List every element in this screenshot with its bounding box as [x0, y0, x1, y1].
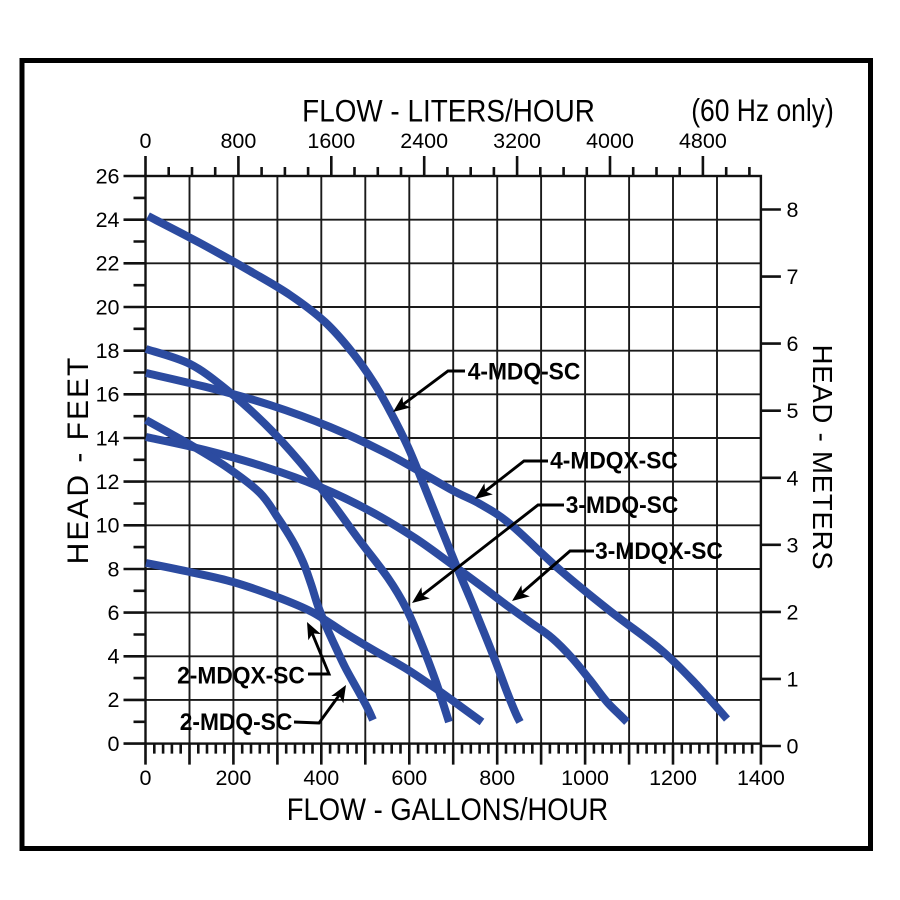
svg-text:2400: 2400: [400, 129, 448, 153]
svg-text:1600: 1600: [307, 129, 355, 153]
svg-text:12: 12: [96, 470, 120, 494]
svg-text:2: 2: [787, 600, 799, 624]
svg-text:20: 20: [96, 295, 120, 319]
svg-text:600: 600: [391, 766, 427, 790]
svg-text:3200: 3200: [493, 129, 541, 153]
svg-text:200: 200: [215, 766, 251, 790]
svg-text:400: 400: [303, 766, 339, 790]
svg-text:24: 24: [96, 208, 120, 232]
svg-text:8: 8: [787, 198, 799, 222]
svg-text:0: 0: [140, 766, 152, 790]
svg-text:2-MDQ-SC: 2-MDQ-SC: [180, 709, 293, 736]
svg-text:0: 0: [108, 732, 120, 756]
svg-text:800: 800: [479, 766, 515, 790]
svg-text:1: 1: [787, 667, 799, 691]
svg-text:22: 22: [96, 252, 120, 276]
svg-text:2: 2: [108, 688, 120, 712]
svg-text:3-MDQX-SC: 3-MDQX-SC: [595, 538, 723, 565]
svg-text:1000: 1000: [561, 766, 609, 790]
svg-text:800: 800: [220, 129, 256, 153]
svg-text:4-MDQ-SC: 4-MDQ-SC: [468, 359, 581, 386]
svg-text:2-MDQX-SC: 2-MDQX-SC: [177, 663, 305, 690]
svg-text:7: 7: [787, 265, 799, 289]
svg-text:8: 8: [108, 557, 120, 581]
svg-text:6: 6: [108, 601, 120, 625]
svg-text:4: 4: [108, 645, 120, 669]
svg-text:6: 6: [787, 332, 799, 356]
svg-text:16: 16: [96, 383, 120, 407]
svg-text:5: 5: [787, 399, 799, 423]
svg-text:4000: 4000: [586, 129, 634, 153]
svg-text:FLOW - LITERS/HOUR: FLOW - LITERS/HOUR: [302, 94, 595, 129]
svg-text:4800: 4800: [679, 129, 727, 153]
svg-text:10: 10: [96, 514, 120, 538]
svg-text:3: 3: [787, 533, 799, 557]
svg-text:FLOW - GALLONS/HOUR: FLOW - GALLONS/HOUR: [287, 792, 608, 827]
svg-text:18: 18: [96, 339, 120, 363]
svg-text:4-MDQX-SC: 4-MDQX-SC: [550, 448, 678, 475]
svg-text:0: 0: [787, 735, 799, 759]
svg-text:14: 14: [96, 426, 120, 450]
svg-text:1400: 1400: [737, 766, 785, 790]
svg-text:HEAD - METERS: HEAD - METERS: [807, 345, 838, 571]
svg-text:4: 4: [787, 466, 799, 490]
svg-text:HEAD - FEET: HEAD - FEET: [62, 356, 95, 565]
svg-text:(60 Hz only): (60 Hz only): [691, 94, 834, 129]
svg-text:3-MDQ-SC: 3-MDQ-SC: [566, 492, 679, 519]
svg-text:1200: 1200: [649, 766, 697, 790]
svg-text:26: 26: [96, 164, 120, 188]
svg-text:0: 0: [140, 129, 152, 153]
